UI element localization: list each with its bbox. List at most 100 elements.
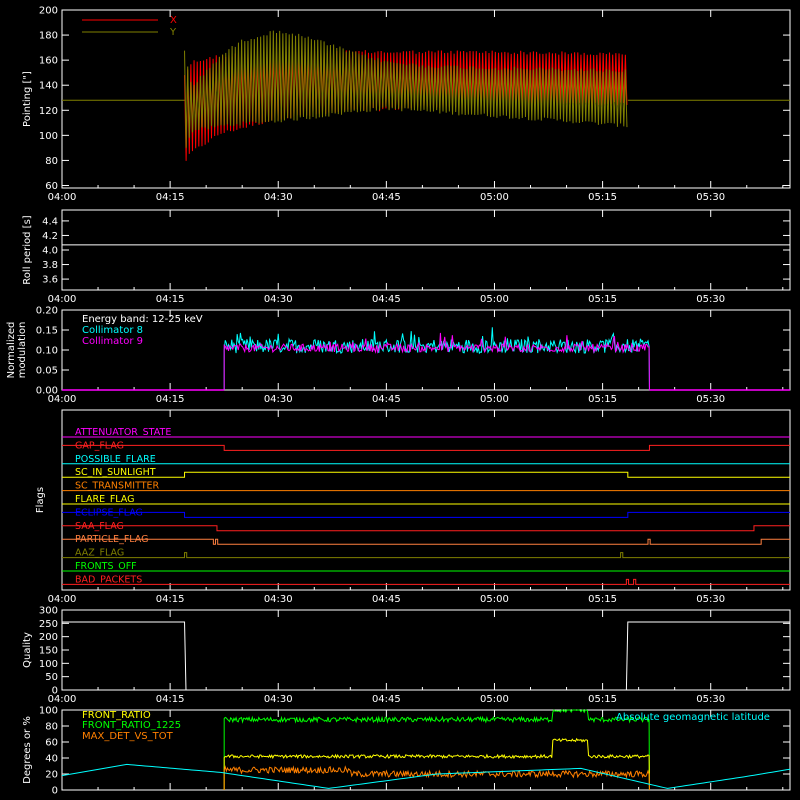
flag-label-possible_flare: POSSIBLE_FLARE: [75, 454, 156, 465]
roll-x-tick-label: 05:00: [480, 294, 509, 305]
quality-x-tick-label: 05:30: [696, 694, 725, 705]
quality-panel: 04:00 04:15 04:30 04:45 05:00 05:15 05:30 0 50 10…: [22, 606, 791, 705]
geomag-series: [223, 709, 650, 791]
modulation-x-tick-label: 04:15: [156, 394, 185, 405]
geomag-y-label: Degrees or %: [22, 716, 33, 784]
pointing-x-tick-label: 05:30: [696, 192, 725, 203]
pointing-y-label: Pointing ["]: [22, 71, 33, 127]
geomag-legend-label: Absolute geomagnetic latitude: [616, 712, 770, 723]
pointing-y-tick-label: 80: [45, 156, 58, 167]
geomag-y-tick-label: 20: [45, 770, 58, 781]
flag-label-bad_packets: BAD_PACKETS: [75, 574, 142, 585]
roll-x-tick-label: 05:30: [696, 294, 725, 305]
geomag-legend-label: MAX_DET_VS_TOT: [82, 731, 174, 742]
pointing-legend-label: X: [170, 15, 177, 26]
pointing-legend-label: Y: [169, 27, 177, 38]
pointing-y-tick-label: 120: [39, 106, 58, 117]
geomag-y-tick-label: 40: [45, 754, 58, 765]
geomag-y-tick-label: 80: [45, 722, 58, 733]
geomag-legend-label: FRONT_RATIO: [82, 710, 151, 721]
roll-y-label: Roll period [s]: [22, 215, 33, 284]
flag-trace-particle_flag: [62, 538, 790, 545]
flags-x-tick-label: 05:30: [696, 594, 725, 605]
flags-frame: [61, 409, 791, 591]
flag-trace-aaz_flag: [62, 552, 790, 559]
flag-trace-sc_in_sunlight: [62, 471, 790, 478]
modulation-x-tick-label: 04:45: [372, 394, 401, 405]
modulation-series: [223, 332, 650, 391]
quality-x-tick-label: 04:00: [48, 694, 77, 705]
geomag-y-tick-label: 100: [39, 706, 58, 717]
flags-panel: 04:00 04:15 04:30 04:45 05:00 05:15 05:30 Flags…: [35, 409, 791, 605]
geomag-frame: [61, 709, 791, 791]
pointing-series-y: [184, 30, 628, 148]
quality-series-line: [62, 621, 790, 691]
flag-trace-eclipse_flag: [62, 511, 790, 518]
flag-label-flare_flag: FLARE_FLAG: [75, 494, 135, 505]
roll-y-tick-label: 3.6: [42, 275, 58, 286]
modulation-y-tick-label: 0.10: [36, 346, 58, 357]
quality-y-tick-label: 150: [39, 646, 58, 657]
pointing-y-tick-label: 200: [39, 6, 58, 17]
modulation-y-tick-label: 0.05: [36, 366, 58, 377]
geomag-series: [223, 737, 650, 791]
modulation-x-tick-label: 05:00: [480, 394, 509, 405]
flag-label-aaz_flag: AAZ_FLAG: [75, 548, 124, 559]
modulation-legend-label: Collimator 9: [82, 336, 143, 347]
flag-trace-gap_flag: [62, 444, 790, 451]
flags-x-tick-label: 04:00: [48, 594, 77, 605]
modulation-y-label-line: Normalized: [6, 322, 17, 379]
pointing-x-tick-label: 05:00: [480, 192, 509, 203]
modulation-y-tick-label: 0.00: [36, 386, 58, 397]
quality-y-tick-label: 0: [52, 686, 58, 697]
pointing-y-tick-label: 180: [39, 31, 58, 42]
roll-y-tick-label: 4.4: [42, 216, 58, 227]
flags-x-tick-label: 05:00: [480, 594, 509, 605]
plot-panels: 04:00 04:15 04:30 04:45 05:00 05:15 05:30 60 80 1…: [6, 6, 791, 797]
pointing-x-tick-label: 04:30: [264, 192, 293, 203]
flags-x-tick-label: 04:30: [264, 594, 293, 605]
modulation-panel: 04:00 04:15 04:30 04:45 05:00 05:15 05:30 0.00 0…: [6, 306, 791, 405]
roll-x-tick-label: 04:45: [372, 294, 401, 305]
quality-y-tick-label: 100: [39, 659, 58, 670]
pointing-y-tick-label: 160: [39, 56, 58, 67]
flags-x-tick-label: 04:15: [156, 594, 185, 605]
geomag-series: [61, 763, 791, 789]
modulation-x-tick-label: 04:00: [48, 394, 77, 405]
modulation-x-tick-label: 05:15: [588, 394, 617, 405]
quality-x-tick-label: 04:45: [372, 694, 401, 705]
quality-y-label: Quality: [22, 632, 33, 668]
pointing-x-tick-label: 04:45: [372, 192, 401, 203]
modulation-y-tick-label: 0.15: [36, 326, 58, 337]
flags-x-tick-label: 04:45: [372, 594, 401, 605]
modulation-y-tick-label: 0.20: [36, 306, 58, 317]
modulation-series: [223, 327, 650, 391]
flag-label-fronts_off: FRONTS_OFF: [75, 561, 137, 572]
geomag-panel: 0 20 40 60 80 100 Degrees or % FRONT_RATIOFRONT…: [22, 706, 791, 797]
quality-y-tick-label: 250: [39, 619, 58, 630]
modulation-legend-label: Energy band: 12-25 keV: [82, 314, 203, 325]
pointing-x-tick-label: 04:00: [48, 192, 77, 203]
flag-label-sc_transmitter: SC_TRANSMITTER: [75, 481, 160, 492]
pointing-panel: 04:00 04:15 04:30 04:45 05:00 05:15 05:30 60 80 1…: [22, 6, 791, 203]
modulation-x-tick-label: 04:30: [264, 394, 293, 405]
flags-y-label: Flags: [35, 487, 46, 513]
quality-x-tick-label: 05:15: [588, 694, 617, 705]
roll-x-tick-label: 04:15: [156, 294, 185, 305]
pointing-x-tick-label: 05:15: [588, 192, 617, 203]
quality-x-tick-label: 05:00: [480, 694, 509, 705]
quality-y-tick-label: 200: [39, 632, 58, 643]
pointing-frame: [61, 9, 791, 189]
flag-trace-bad_packets: [62, 578, 790, 585]
pointing-y-tick-label: 100: [39, 131, 58, 142]
geomag-legend-label: FRONT_RATIO_1225: [82, 720, 181, 731]
roll-y-tick-label: 4.0: [42, 246, 58, 257]
quality-x-tick-label: 04:15: [156, 694, 185, 705]
pointing-x-tick-label: 04:15: [156, 192, 185, 203]
roll-y-tick-label: 4.2: [42, 231, 58, 242]
roll-x-tick-label: 04:00: [48, 294, 77, 305]
flag-label-attenuator_state: ATTENUATOR_STATE: [75, 427, 171, 438]
flags-x-tick-label: 05:15: [588, 594, 617, 605]
geomag-y-tick-label: 60: [45, 738, 58, 749]
